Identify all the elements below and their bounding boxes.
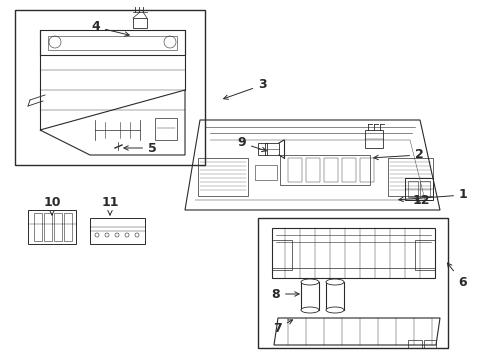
Ellipse shape xyxy=(325,307,343,313)
Text: 12: 12 xyxy=(412,194,429,207)
Bar xyxy=(407,181,417,197)
Bar xyxy=(264,143,279,155)
Bar xyxy=(54,213,62,241)
Bar xyxy=(34,213,42,241)
Text: 8: 8 xyxy=(271,288,299,301)
Bar xyxy=(324,158,337,182)
Text: 11: 11 xyxy=(101,195,119,215)
Bar xyxy=(419,181,429,197)
Text: 3: 3 xyxy=(223,78,266,99)
Text: 1: 1 xyxy=(398,189,467,202)
Bar xyxy=(133,18,147,28)
Text: 5: 5 xyxy=(123,141,157,154)
Bar xyxy=(404,178,432,200)
Bar xyxy=(359,158,373,182)
Text: 9: 9 xyxy=(237,136,266,152)
Bar xyxy=(301,282,318,310)
Bar xyxy=(254,165,276,180)
Bar xyxy=(341,158,355,182)
Bar xyxy=(414,240,434,270)
Bar xyxy=(258,143,266,155)
Text: 6: 6 xyxy=(447,263,466,288)
Bar xyxy=(258,218,447,348)
Bar xyxy=(280,155,369,185)
Ellipse shape xyxy=(301,307,318,313)
Bar xyxy=(155,118,177,140)
Bar xyxy=(407,340,421,348)
Bar xyxy=(198,158,247,196)
Bar xyxy=(305,158,319,182)
Text: 2: 2 xyxy=(373,148,423,162)
Bar xyxy=(423,340,435,348)
Ellipse shape xyxy=(301,279,318,285)
Bar xyxy=(271,240,291,270)
Bar xyxy=(364,130,382,148)
Text: 4: 4 xyxy=(91,21,129,36)
Bar xyxy=(90,218,145,244)
Bar xyxy=(325,282,343,310)
Bar xyxy=(64,213,72,241)
Bar xyxy=(44,213,52,241)
Text: 10: 10 xyxy=(43,195,61,215)
Bar xyxy=(15,10,204,165)
Bar xyxy=(287,158,302,182)
Ellipse shape xyxy=(325,279,343,285)
Bar xyxy=(28,210,76,244)
Bar xyxy=(387,158,432,196)
Text: 7: 7 xyxy=(273,320,292,334)
